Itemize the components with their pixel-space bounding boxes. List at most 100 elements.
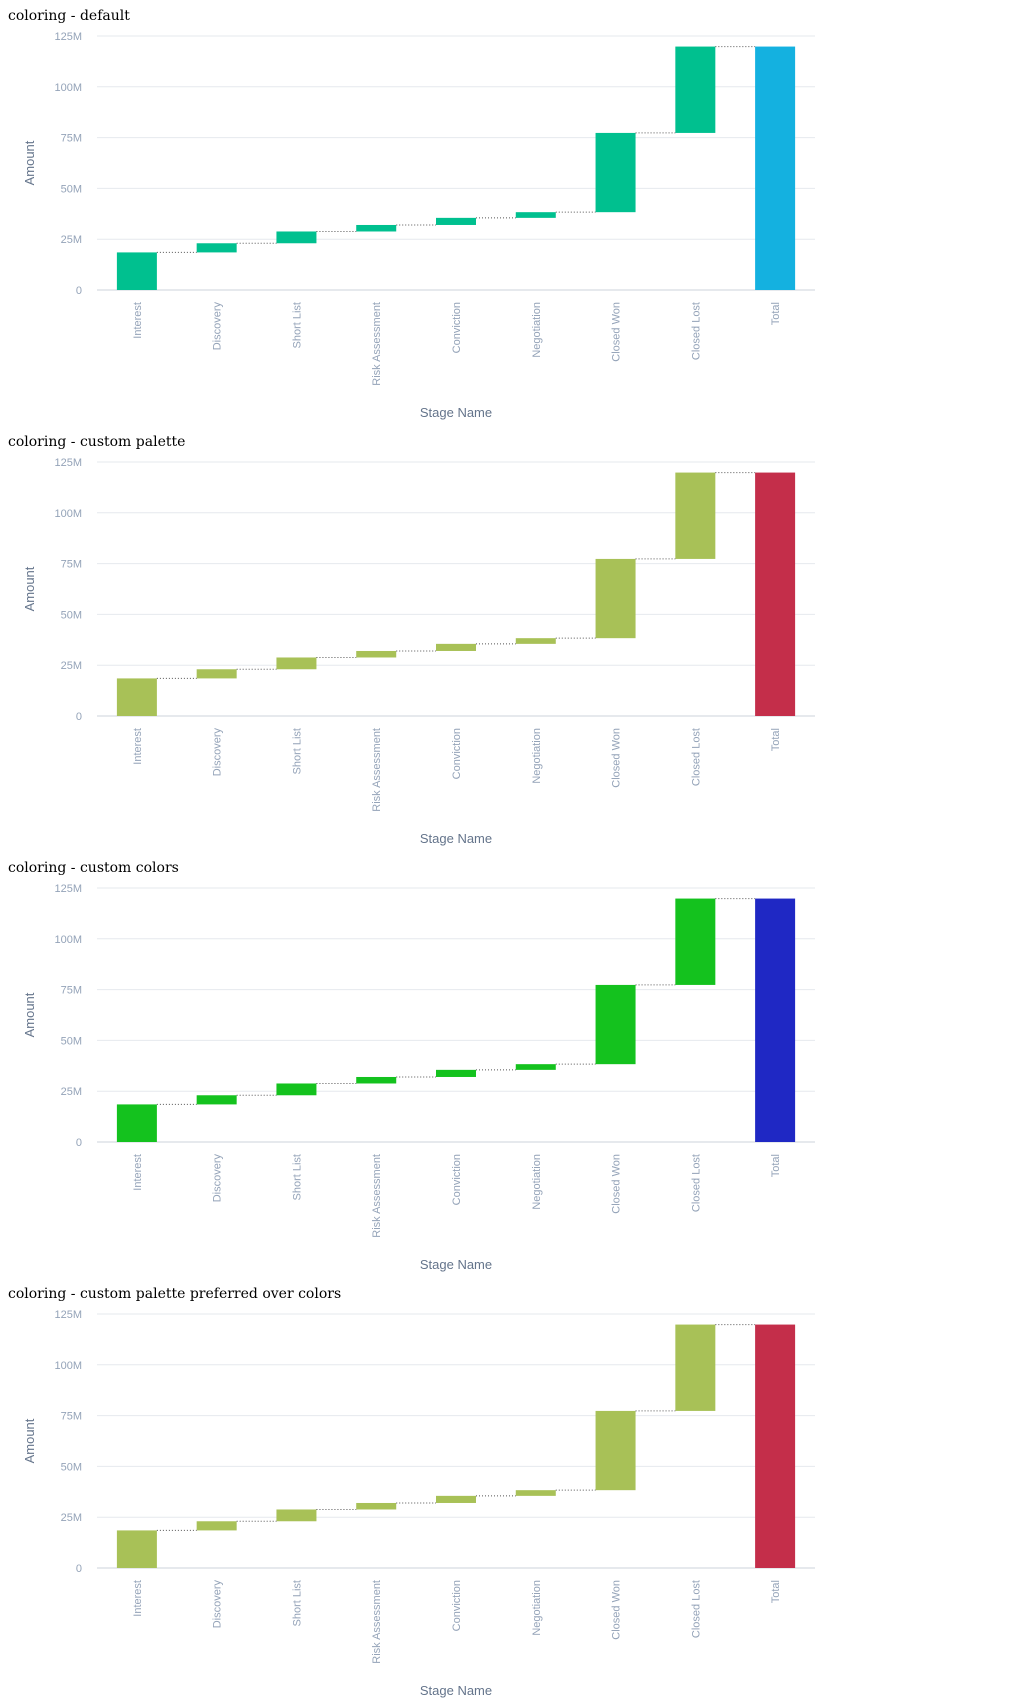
x-tick-label: Negotiation: [531, 1154, 543, 1210]
bar-negotiation: [515, 1490, 556, 1496]
x-tick-label: Total: [770, 1154, 782, 1177]
x-tick-label: Negotiation: [531, 728, 543, 784]
bar-risk-assessment: [356, 1076, 397, 1084]
section-title: coloring - custom colors: [8, 860, 179, 876]
y-tick-label: 75M: [61, 133, 82, 145]
bar-total: [755, 898, 796, 1142]
x-tick-label: Total: [770, 1580, 782, 1603]
bar-closed-lost: [675, 898, 716, 985]
x-axis-title: Stage Name: [420, 831, 492, 846]
y-axis-title: Amount: [22, 1418, 37, 1463]
bar-interest: [116, 1104, 157, 1142]
x-tick-label: Closed Won: [611, 728, 623, 788]
y-tick-label: 125M: [54, 457, 82, 469]
x-tick-label: Interest: [132, 302, 144, 339]
x-tick-label: Interest: [132, 728, 144, 765]
y-tick-label: 75M: [61, 985, 82, 997]
y-tick-label: 100M: [54, 1360, 82, 1372]
x-tick-label: Closed Won: [611, 1154, 623, 1214]
y-tick-label: 0: [76, 285, 82, 297]
bar-short-list: [276, 1509, 317, 1522]
x-tick-label: Total: [770, 302, 782, 325]
y-tick-label: 125M: [54, 883, 82, 895]
bar-closed-won: [595, 558, 636, 639]
x-axis-title: Stage Name: [420, 405, 492, 420]
x-tick-label: Risk Assessment: [371, 1154, 383, 1238]
y-tick-label: 100M: [54, 934, 82, 946]
y-tick-label: 0: [76, 711, 82, 723]
bar-conviction: [436, 1495, 476, 1503]
bar-conviction: [436, 643, 476, 651]
y-axis-title: Amount: [22, 140, 37, 185]
x-tick-label: Short List: [291, 728, 303, 774]
bar-conviction: [436, 1069, 476, 1077]
x-tick-label: Negotiation: [531, 302, 543, 358]
bar-risk-assessment: [356, 1502, 397, 1510]
x-tick-label: Discovery: [212, 728, 224, 777]
y-axis-title: Amount: [22, 566, 37, 611]
x-tick-label: Closed Lost: [690, 1154, 702, 1212]
bar-closed-lost: [675, 46, 716, 133]
bar-interest: [116, 678, 157, 716]
y-tick-label: 50M: [61, 183, 82, 195]
section-title: coloring - custom palette preferred over…: [8, 1286, 342, 1302]
x-tick-label: Conviction: [451, 728, 463, 779]
x-tick-label: Short List: [291, 1154, 303, 1200]
bar-discovery: [196, 1521, 237, 1531]
x-tick-label: Discovery: [212, 1154, 224, 1203]
bar-risk-assessment: [356, 650, 397, 658]
bar-short-list: [276, 657, 317, 670]
y-tick-label: 50M: [61, 609, 82, 621]
x-tick-label: Discovery: [212, 1580, 224, 1629]
bar-negotiation: [515, 1064, 556, 1070]
bar-negotiation: [515, 212, 556, 218]
bar-negotiation: [515, 638, 556, 644]
bar-total: [755, 1324, 796, 1568]
bar-closed-won: [595, 984, 636, 1065]
x-tick-label: Closed Lost: [690, 302, 702, 360]
bar-total: [755, 46, 796, 290]
y-tick-label: 125M: [54, 1309, 82, 1321]
x-tick-label: Conviction: [451, 1154, 463, 1205]
y-tick-label: 25M: [61, 234, 82, 246]
x-tick-label: Discovery: [212, 302, 224, 351]
y-tick-label: 25M: [61, 660, 82, 672]
chart-section-default: coloring - default 0 25M 50M 75M 100M 125M Int…: [0, 0, 1024, 420]
x-tick-label: Risk Assessment: [371, 1580, 383, 1664]
bar-risk-assessment: [356, 224, 397, 232]
y-tick-label: 100M: [54, 508, 82, 520]
y-tick-label: 0: [76, 1563, 82, 1575]
bar-closed-won: [595, 132, 636, 213]
bar-total: [755, 472, 796, 716]
y-tick-label: 125M: [54, 31, 82, 43]
bar-closed-won: [595, 1410, 636, 1491]
x-tick-label: Negotiation: [531, 1580, 543, 1636]
x-axis-title: Stage Name: [420, 1257, 492, 1272]
chart-section-custom-colors: coloring - custom colors 0 25M 50M 75M 100M 1…: [0, 852, 1024, 1272]
section-title: coloring - default: [8, 8, 130, 24]
chart-section-custom-palette: coloring - custom palette 0 25M 50M 75M 100M…: [0, 426, 1024, 846]
y-tick-label: 75M: [61, 1411, 82, 1423]
bar-interest: [116, 252, 157, 290]
x-tick-label: Total: [770, 728, 782, 751]
bar-closed-lost: [675, 472, 716, 559]
y-tick-label: 50M: [61, 1461, 82, 1473]
waterfall-chart: 0 25M 50M 75M 100M 125M Interest Discovery Short…: [22, 883, 815, 1272]
x-tick-label: Short List: [291, 1580, 303, 1626]
x-tick-label: Short List: [291, 302, 303, 348]
x-tick-label: Risk Assessment: [371, 728, 383, 812]
y-tick-label: 0: [76, 1137, 82, 1149]
y-tick-label: 25M: [61, 1512, 82, 1524]
bar-discovery: [196, 669, 237, 679]
x-tick-label: Closed Lost: [690, 1580, 702, 1638]
section-title: coloring - custom palette: [8, 434, 186, 450]
waterfall-chart: 0 25M 50M 75M 100M 125M Interest Discovery Short…: [22, 457, 815, 846]
y-tick-label: 100M: [54, 82, 82, 94]
bar-conviction: [436, 217, 476, 225]
y-tick-label: 75M: [61, 559, 82, 571]
bar-discovery: [196, 243, 237, 253]
waterfall-chart: 0 25M 50M 75M 100M 125M Interest Discovery Short…: [22, 31, 815, 420]
x-tick-label: Closed Won: [611, 1580, 623, 1640]
bar-closed-lost: [675, 1324, 716, 1411]
x-tick-label: Interest: [132, 1580, 144, 1617]
